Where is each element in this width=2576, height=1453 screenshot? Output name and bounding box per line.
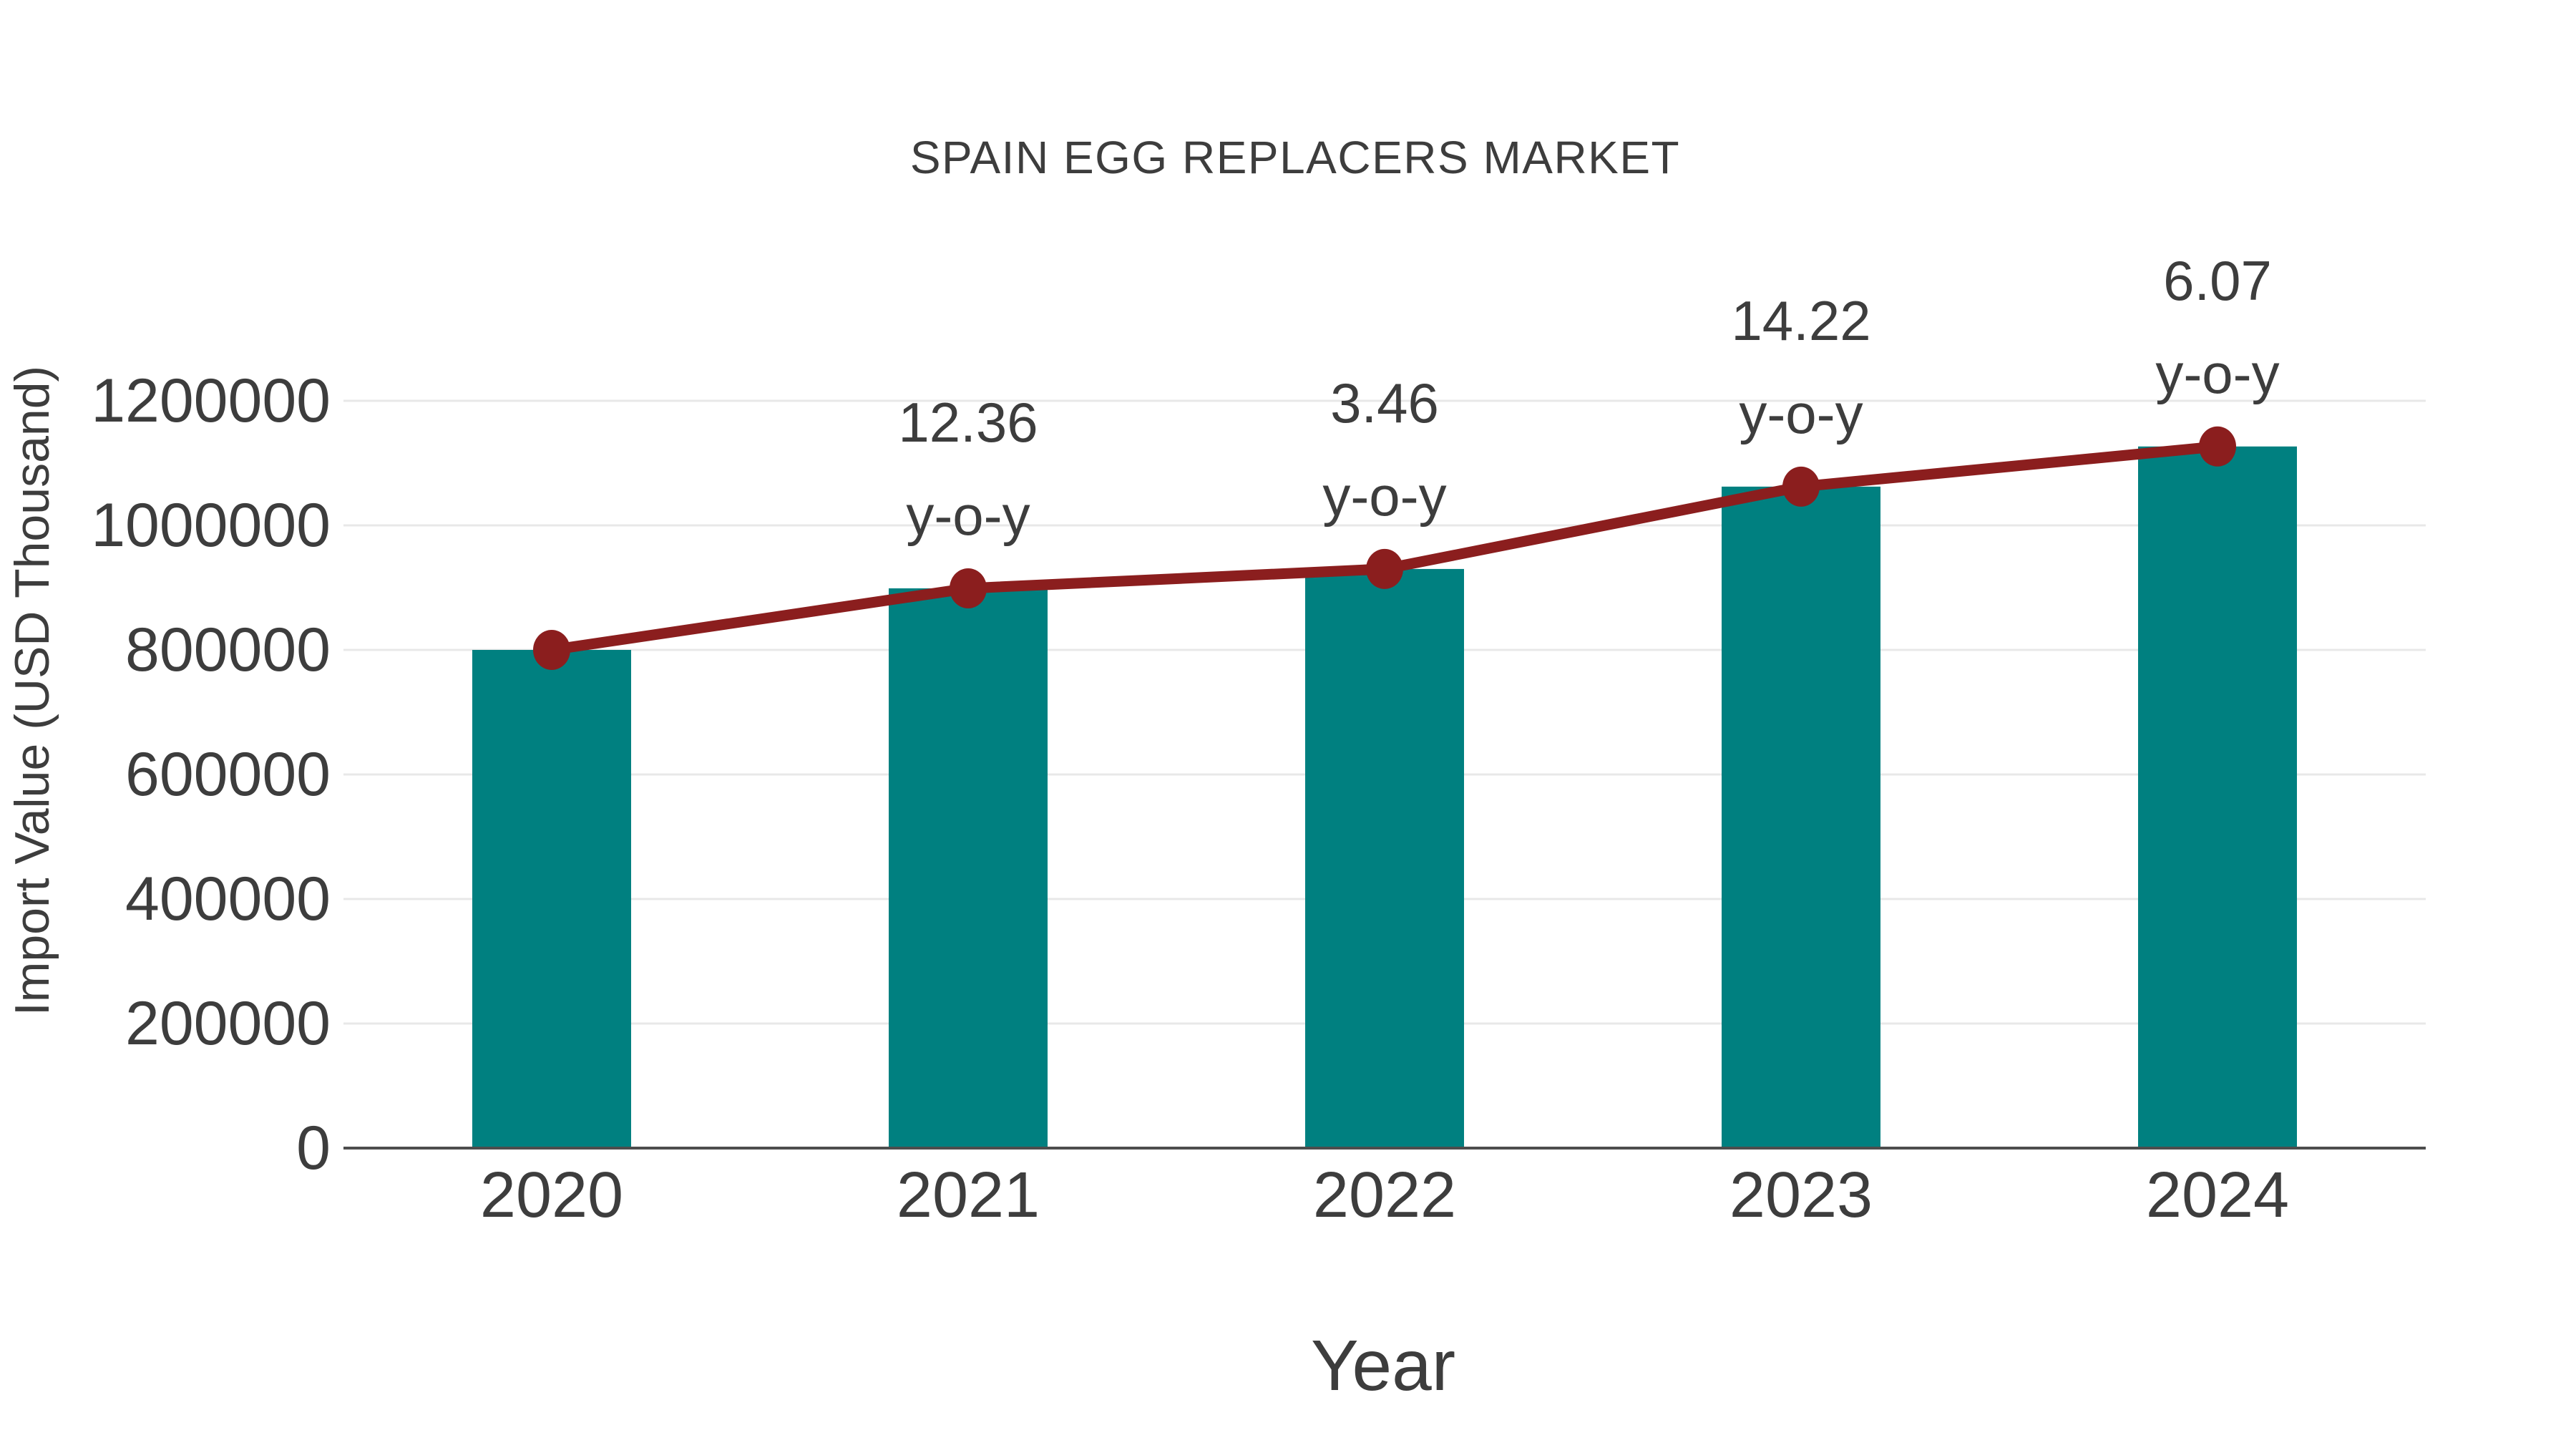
- bars-group: [472, 446, 2297, 1148]
- y-tick-label-200000: 200000: [125, 989, 331, 1058]
- bar-2021: [889, 588, 1048, 1148]
- x-axis-title: Year: [1311, 1326, 1455, 1406]
- y-tick-label-1000000: 1000000: [91, 491, 331, 560]
- line-marker-2023: [1782, 466, 1820, 507]
- line-marker-2021: [950, 568, 987, 608]
- y-tick-label-800000: 800000: [125, 616, 331, 684]
- annotation-suffix-2022: y-o-y: [1322, 465, 1446, 528]
- bar-2022: [1305, 568, 1464, 1148]
- x-tick-label-2022: 2022: [1313, 1160, 1456, 1231]
- x-tick-labels-group: 2020 2021 2022 2023 2024: [480, 1160, 2289, 1231]
- line-marker-2024: [2199, 426, 2236, 467]
- annotation-value-2023: 14.22: [1731, 289, 1870, 352]
- annotation-suffix-2021: y-o-y: [906, 484, 1030, 547]
- line-marker-2022: [1366, 548, 1403, 589]
- y-tick-label-0: 0: [296, 1114, 331, 1182]
- trend-line-group: [533, 426, 2236, 670]
- bar-2023: [1722, 486, 1880, 1148]
- annotation-value-2021: 12.36: [898, 391, 1038, 454]
- bar-2024: [2138, 446, 2297, 1148]
- y-tick-label-1200000: 1200000: [91, 366, 331, 435]
- annotation-value-2024: 6.07: [2163, 249, 2272, 312]
- x-tick-label-2020: 2020: [480, 1160, 623, 1231]
- annotations-group: 12.36 y-o-y 3.46 y-o-y 14.22 y-o-y 6.07 y-o-y: [898, 249, 2279, 547]
- y-tick-label-600000: 600000: [125, 740, 331, 809]
- annotation-value-2022: 3.46: [1330, 371, 1439, 434]
- x-tick-label-2021: 2021: [897, 1160, 1040, 1231]
- y-tick-label-400000: 400000: [125, 865, 331, 933]
- annotation-suffix-2024: y-o-y: [2155, 342, 2279, 405]
- x-tick-label-2024: 2024: [2146, 1160, 2289, 1231]
- y-axis-title: Import Value (USD Thousand): [5, 366, 59, 1016]
- chart-title: SPAIN EGG REPLACERS MARKET: [910, 132, 1680, 183]
- x-tick-label-2023: 2023: [1729, 1160, 1873, 1231]
- y-tick-labels-group: 0 200000 400000 600000 800000 1000000 1200000: [91, 366, 331, 1182]
- annotation-suffix-2023: y-o-y: [1739, 382, 1863, 445]
- line-marker-2020: [533, 630, 570, 670]
- bar-2020: [472, 650, 631, 1148]
